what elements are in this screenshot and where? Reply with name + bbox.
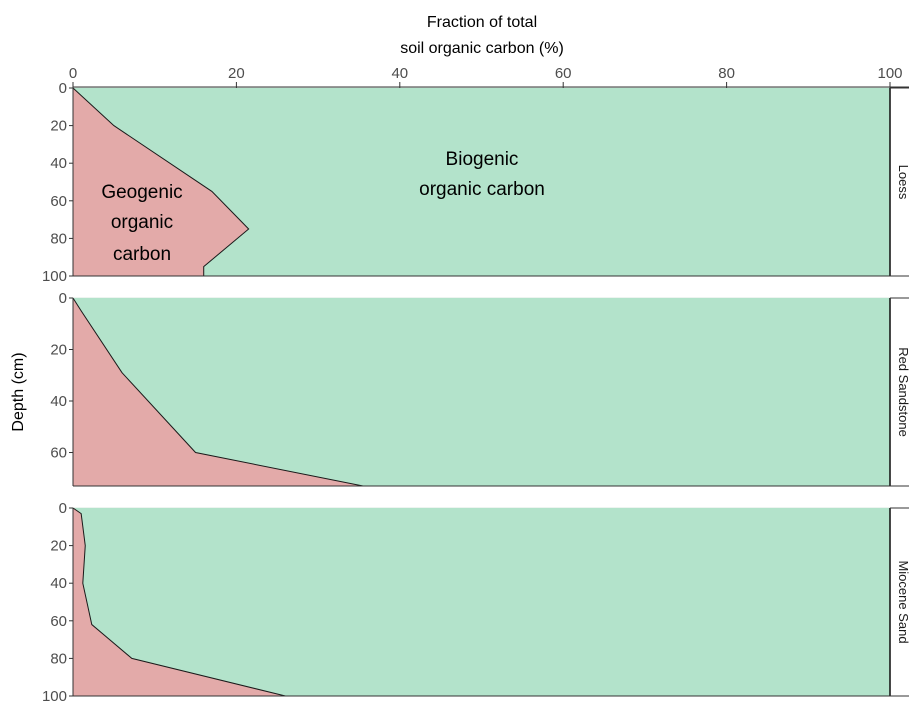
x-tick-label: 40 bbox=[391, 65, 408, 82]
geogenic-annotation-line3: carbon bbox=[113, 244, 171, 265]
geogenic-annotation-line2: organic bbox=[111, 212, 173, 233]
y-tick-label: 20 bbox=[50, 118, 67, 135]
x-axis-title-line2: soil organic carbon (%) bbox=[400, 40, 564, 57]
y-tick-label: 0 bbox=[59, 290, 67, 307]
geogenic-boundary-line-panel-3 bbox=[72, 507, 286, 697]
x-tick-label: 60 bbox=[555, 65, 572, 82]
y-tick-label: 20 bbox=[50, 342, 67, 359]
y-tick-label: 60 bbox=[50, 193, 67, 210]
y-tick-label: 60 bbox=[50, 445, 67, 462]
y-axis-ticks: 0 20 40 60 80 100 0 20 40 60 0 20 40 60 80 100 bbox=[42, 80, 73, 703]
facet-strip-label-panel-3: Miocene Sand bbox=[896, 560, 909, 643]
y-tick-label: 40 bbox=[50, 393, 67, 410]
y-axis-title: Depth (cm) bbox=[10, 352, 27, 431]
y-tick-label: 0 bbox=[59, 500, 67, 517]
x-axis-ticks: 0 20 40 60 80 100 bbox=[69, 65, 909, 88]
x-tick-label: 20 bbox=[228, 65, 245, 82]
geogenic-area-panel-1 bbox=[73, 88, 249, 276]
x-tick-label: 0 bbox=[69, 65, 77, 82]
y-tick-label: 60 bbox=[50, 613, 67, 630]
biogenic-annotation-line2: organic carbon bbox=[419, 179, 545, 200]
facet-strip-label-panel-2: Red Sandstone bbox=[896, 347, 909, 437]
biogenic-area-panel-3 bbox=[73, 508, 890, 696]
area-layer bbox=[72, 87, 890, 697]
y-tick-label: 80 bbox=[50, 650, 67, 667]
biogenic-annotation-line1: Biogenic bbox=[446, 149, 519, 170]
geogenic-boundary-line-panel-2 bbox=[72, 297, 364, 487]
geogenic-boundary-line-panel-1 bbox=[72, 87, 250, 276]
y-tick-label: 20 bbox=[50, 538, 67, 555]
y-tick-label: 80 bbox=[50, 230, 67, 247]
frame-layer bbox=[72, 87, 909, 697]
geogenic-area-panel-3 bbox=[73, 508, 286, 696]
y-tick-label: 40 bbox=[50, 575, 67, 592]
facet-strips: Loess Red Sandstone Miocene Sand bbox=[896, 165, 909, 644]
y-tick-label: 100 bbox=[42, 688, 67, 703]
y-tick-label: 40 bbox=[50, 155, 67, 172]
y-tick-label: 100 bbox=[42, 268, 67, 285]
geogenic-area-panel-2 bbox=[73, 298, 364, 486]
x-axis-title-line1: Fraction of total bbox=[427, 14, 537, 31]
x-tick-label: 100 bbox=[877, 65, 902, 82]
facet-strip-label-panel-1: Loess bbox=[896, 165, 909, 200]
x-tick-label: 80 bbox=[718, 65, 735, 82]
geogenic-annotation-line1: Geogenic bbox=[101, 182, 182, 203]
y-tick-label: 0 bbox=[59, 80, 67, 97]
biogenic-area-panel-2 bbox=[73, 298, 890, 486]
